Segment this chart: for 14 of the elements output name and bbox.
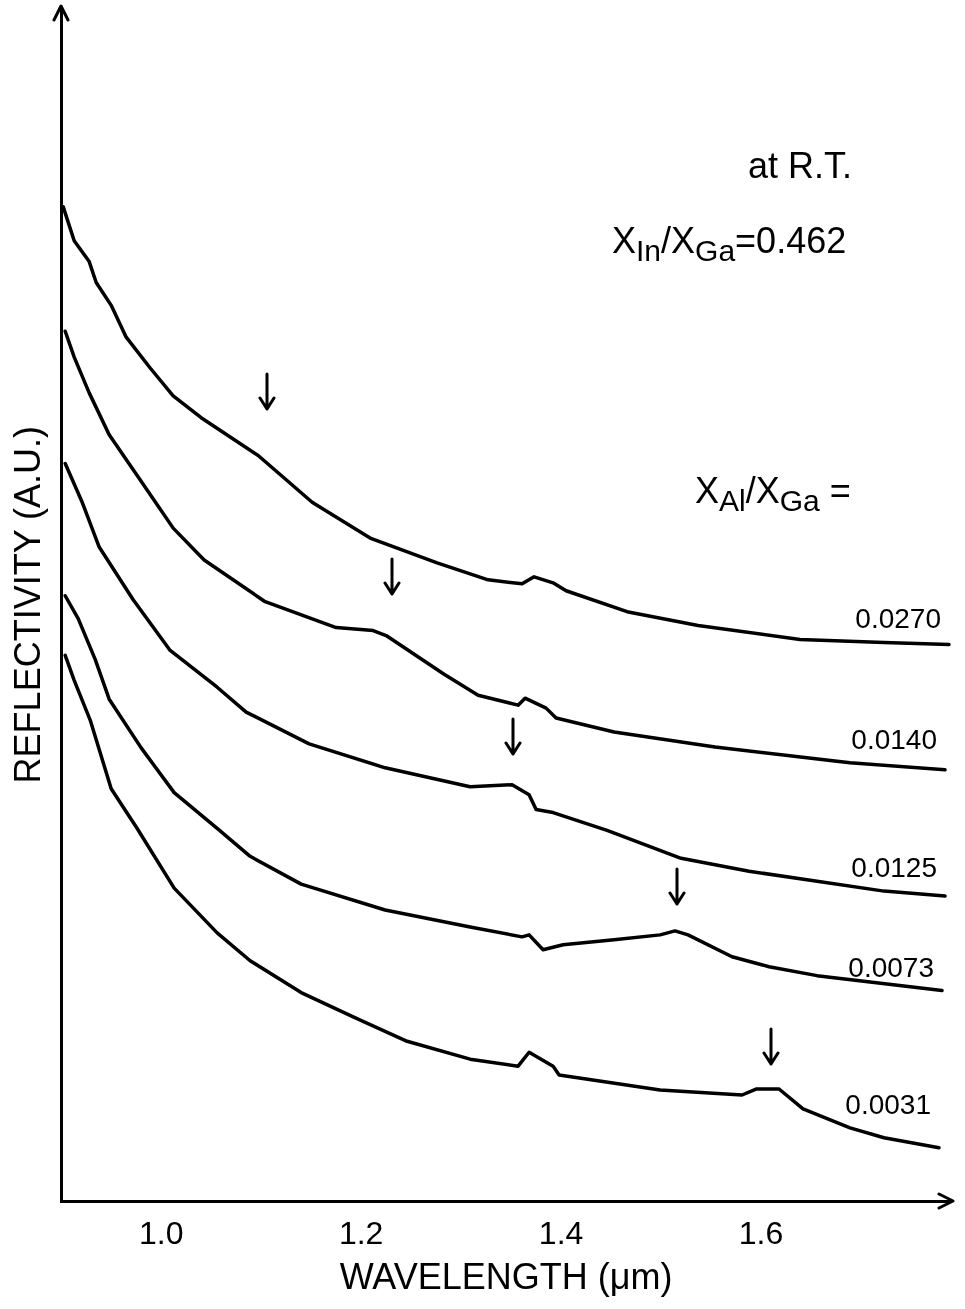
x-tick-label: 1.6	[738, 1215, 784, 1252]
series-label: 0.0140	[851, 723, 937, 755]
x-tick-label: 1.2	[338, 1215, 384, 1252]
series-label: 0.0073	[848, 951, 934, 983]
x-tick-label: 1.4	[538, 1215, 584, 1252]
text: at R.T.	[748, 145, 853, 187]
y-axis-title: REFLECTIVITY (A.U.)	[6, 426, 48, 784]
x-axis-title: WAVELENGTH (μm)	[339, 1256, 673, 1298]
x-tick-label: 1.0	[138, 1215, 184, 1252]
series-label: 0.0031	[845, 1088, 931, 1120]
annotation: X$_{Al}$/X$_{Ga}$ =	[695, 470, 851, 519]
series-label: 0.0125	[851, 852, 937, 884]
series-label: 0.0270	[855, 603, 941, 635]
annotation: X$_{In}$/X$_{Ga}$=0.462	[612, 220, 847, 269]
